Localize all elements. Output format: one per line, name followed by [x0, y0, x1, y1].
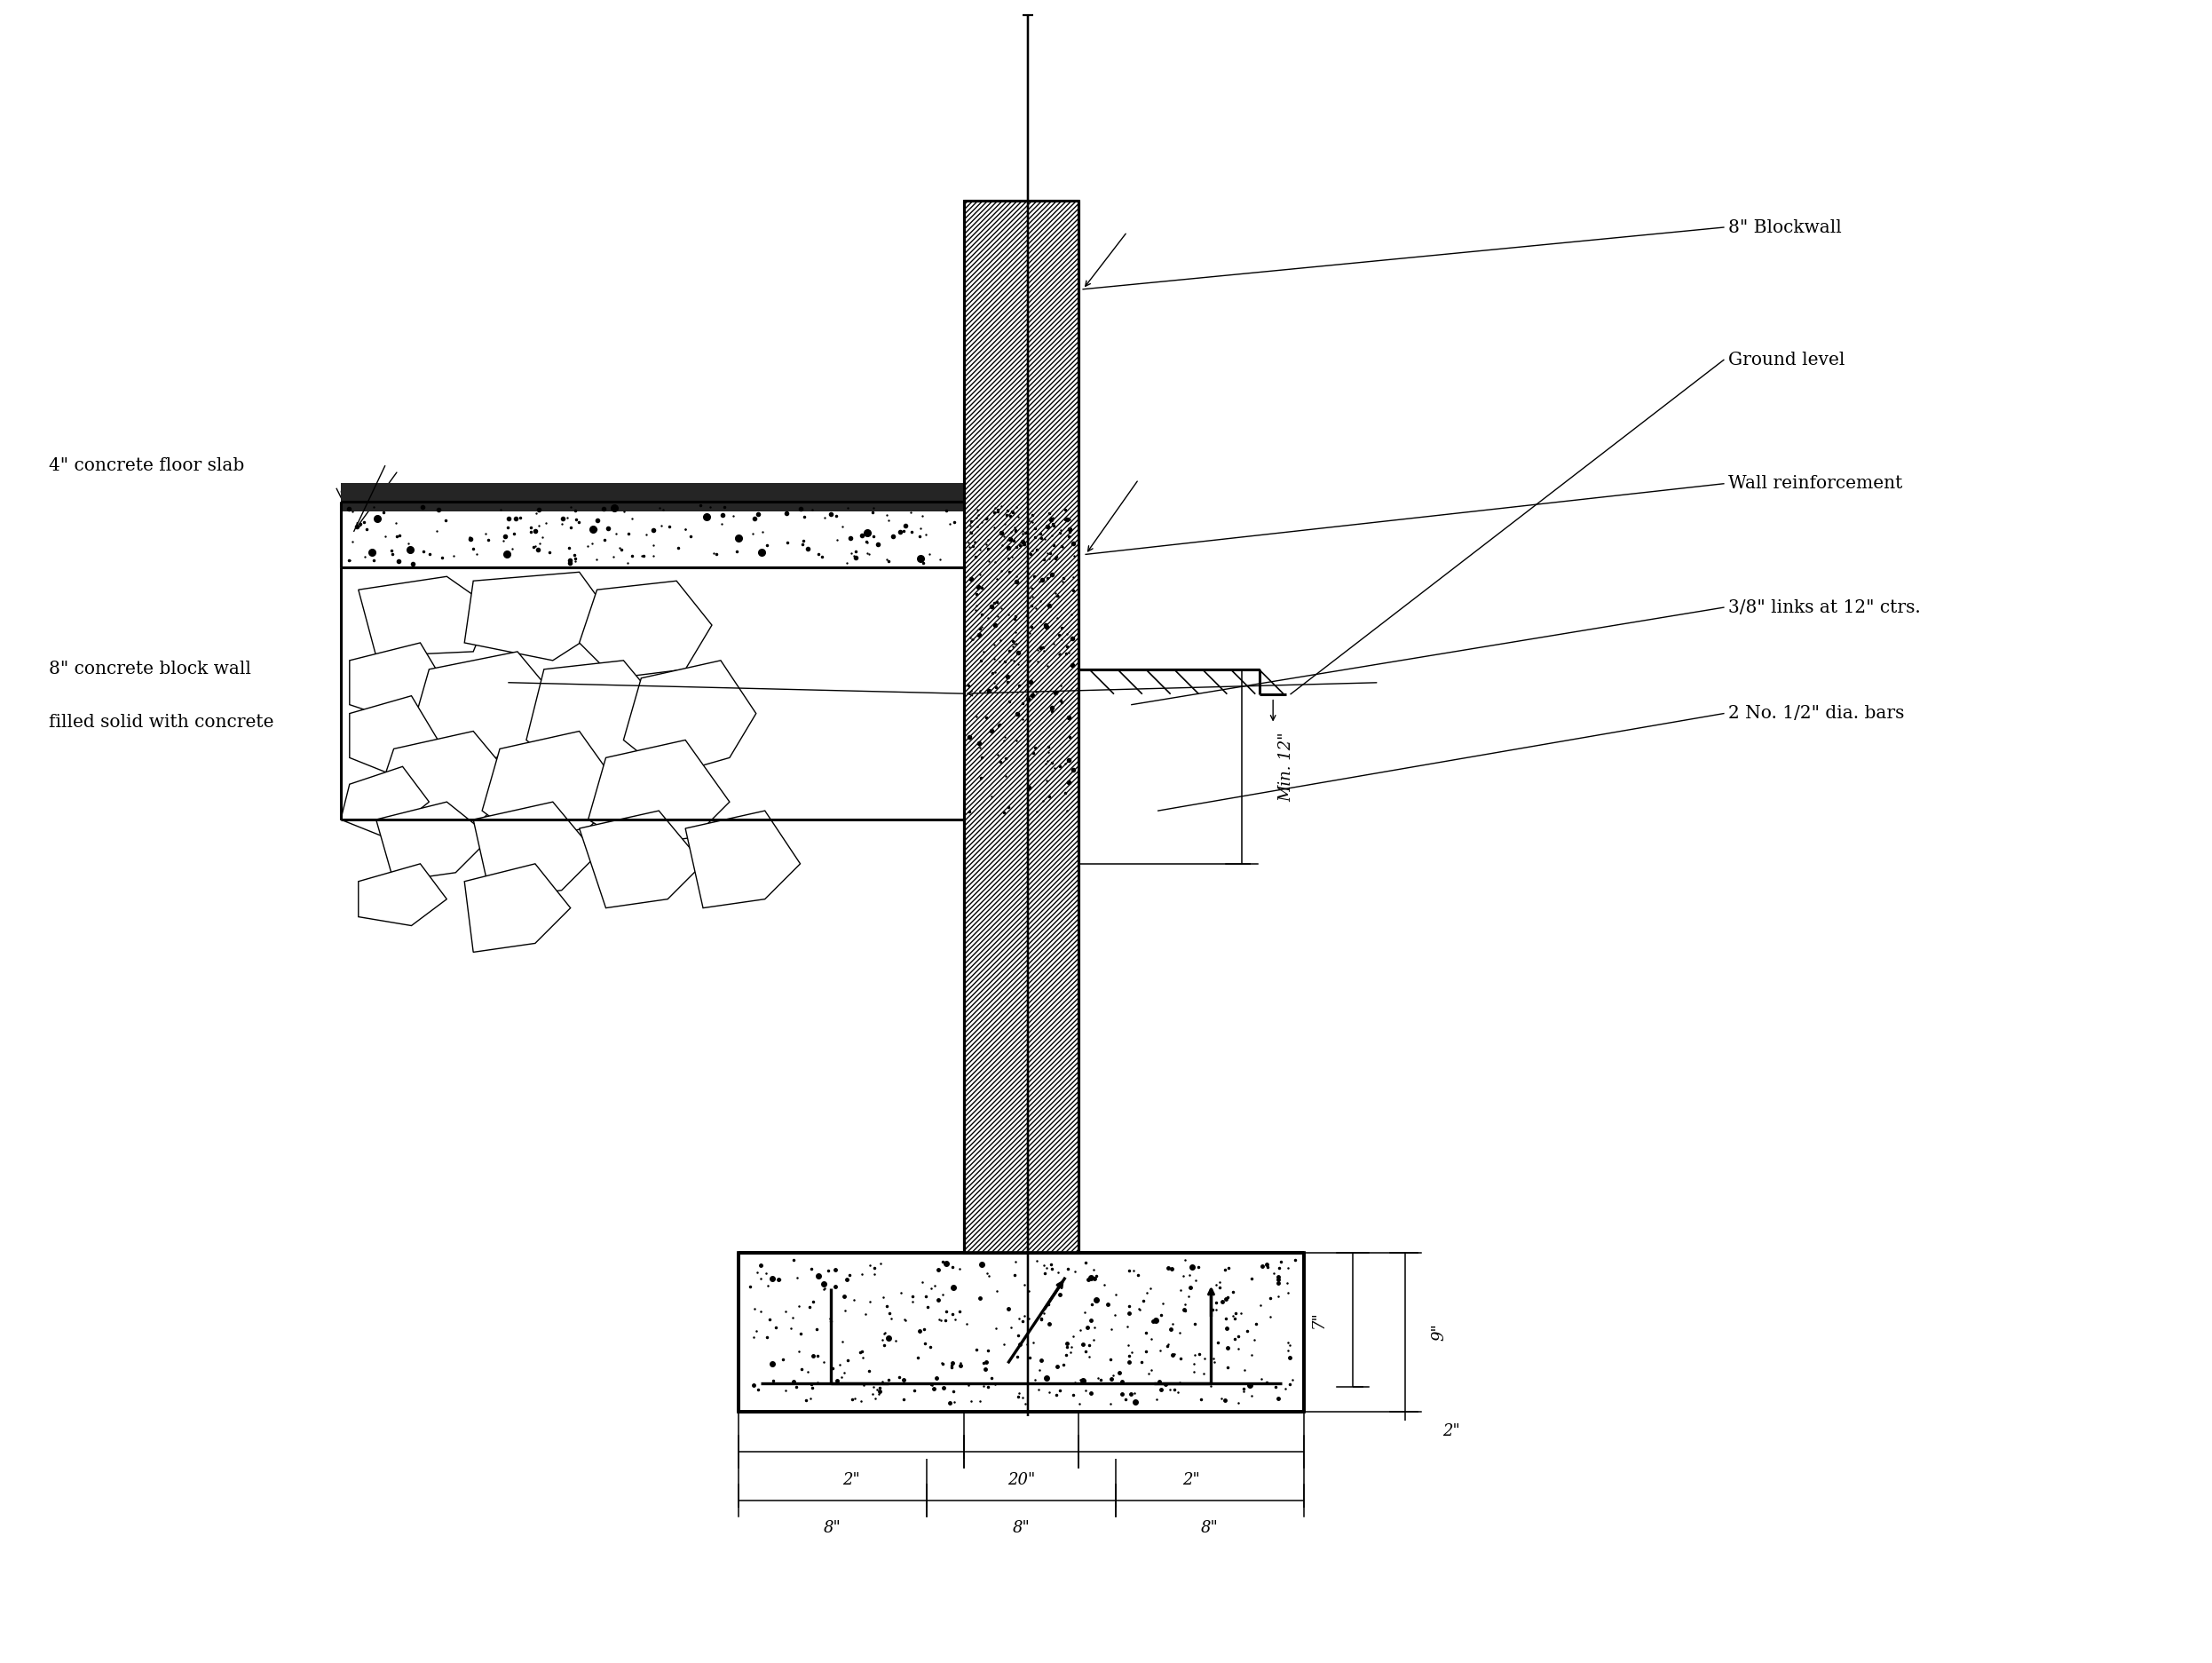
Text: 2": 2"	[843, 1472, 860, 1488]
Polygon shape	[358, 863, 447, 926]
Polygon shape	[349, 644, 447, 722]
Text: Min. 12": Min. 12"	[1279, 732, 1294, 802]
Text: 2 No. 1/2" dia. bars: 2 No. 1/2" dia. bars	[1728, 705, 1905, 722]
Text: 4" concrete floor slab: 4" concrete floor slab	[49, 457, 246, 474]
Text: 7": 7"	[1312, 1310, 1327, 1329]
Polygon shape	[411, 652, 562, 767]
Polygon shape	[686, 812, 801, 908]
Text: 8" concrete block wall: 8" concrete block wall	[49, 660, 252, 679]
Polygon shape	[376, 802, 491, 881]
Polygon shape	[482, 732, 624, 836]
Text: 9": 9"	[1431, 1324, 1447, 1340]
Polygon shape	[358, 577, 491, 655]
Text: 2": 2"	[1183, 1472, 1201, 1488]
Bar	[964, 201, 1079, 1252]
Text: 8": 8"	[823, 1520, 841, 1537]
Polygon shape	[465, 863, 571, 953]
Text: Ground level: Ground level	[1728, 351, 1845, 369]
Polygon shape	[580, 812, 703, 908]
Text: 2": 2"	[1442, 1424, 1460, 1438]
Polygon shape	[349, 695, 438, 775]
Polygon shape	[341, 767, 429, 836]
Text: Wall reinforcement: Wall reinforcement	[1728, 476, 1902, 492]
Text: 20": 20"	[1006, 1472, 1035, 1488]
Text: 3/8" links at 12" ctrs.: 3/8" links at 12" ctrs.	[1728, 599, 1920, 615]
Polygon shape	[376, 732, 518, 828]
Bar	[341, 482, 964, 511]
Bar	[739, 1252, 1303, 1412]
Text: 8": 8"	[1013, 1520, 1031, 1537]
Polygon shape	[624, 660, 757, 775]
Polygon shape	[473, 802, 597, 900]
Polygon shape	[526, 660, 668, 775]
Text: filled solid with concrete: filled solid with concrete	[49, 713, 274, 730]
Polygon shape	[588, 740, 730, 846]
Polygon shape	[580, 580, 712, 679]
Text: 8" Blockwall: 8" Blockwall	[1728, 220, 1843, 236]
Polygon shape	[465, 572, 615, 660]
Text: 8": 8"	[1201, 1520, 1219, 1537]
